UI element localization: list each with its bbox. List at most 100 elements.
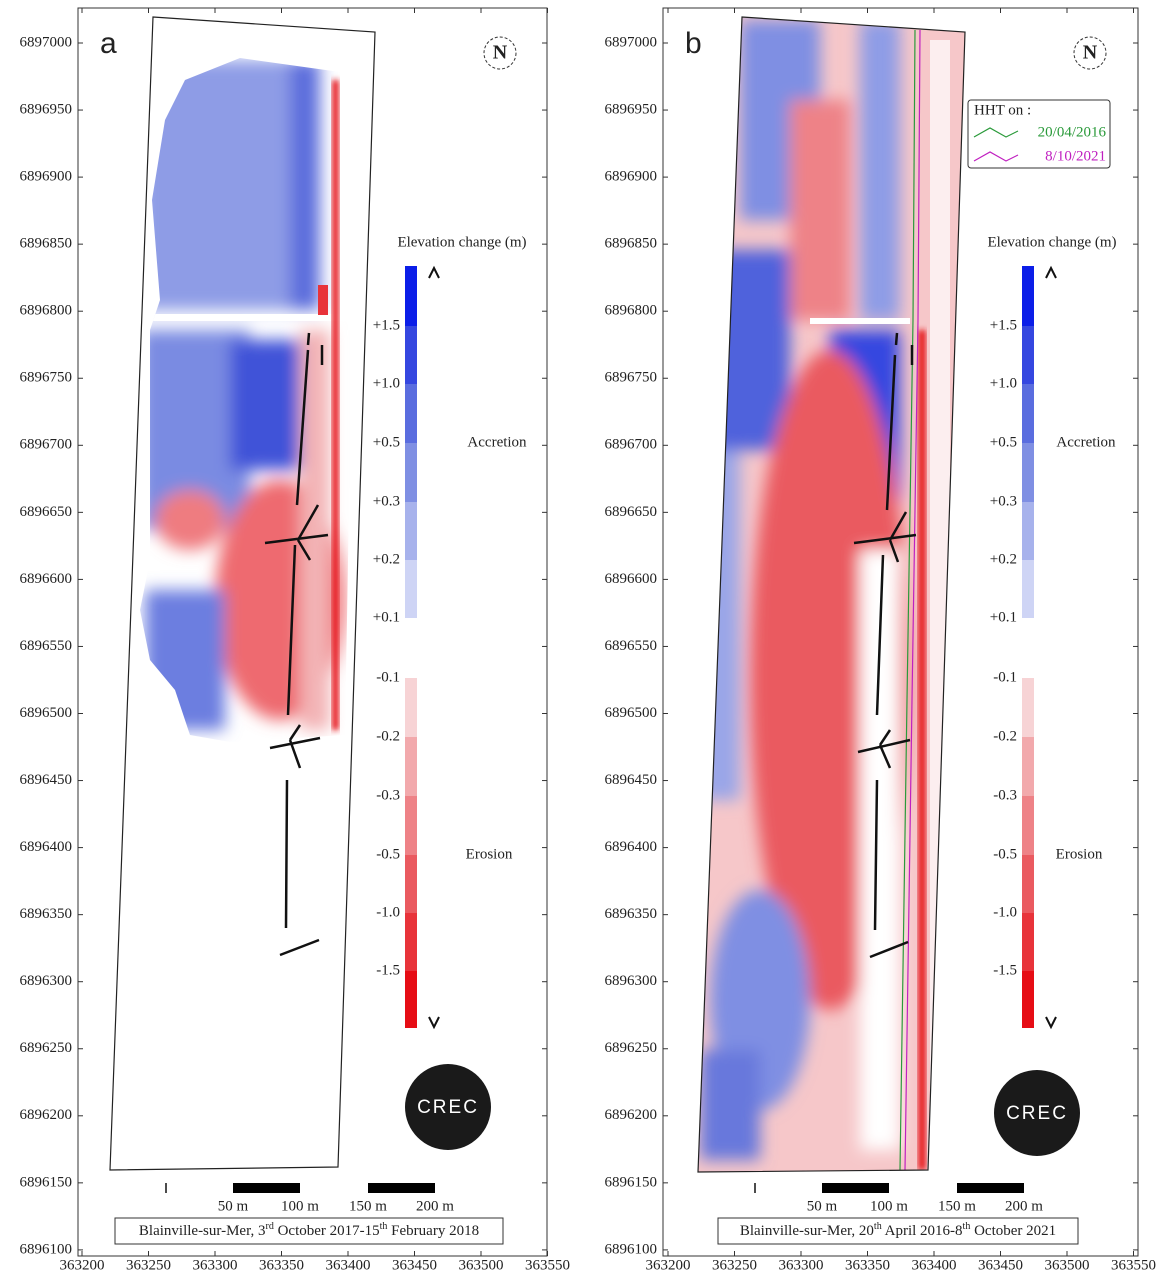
colorbar-arrow xyxy=(1046,268,1056,278)
logo-text: CREC xyxy=(417,1097,479,1118)
colorbar-segment xyxy=(405,502,417,560)
colorbar-title: Elevation change (m) xyxy=(397,234,526,250)
y-tick-label: 6896450 xyxy=(20,772,73,788)
scale-bar xyxy=(368,1183,435,1193)
y-tick-label: 6896600 xyxy=(20,571,73,587)
y-tick-label: 6896700 xyxy=(20,437,73,453)
y-tick-label: 6896850 xyxy=(605,236,658,252)
colorbar-segment xyxy=(1022,678,1034,737)
x-tick-label: 363450 xyxy=(978,1257,1023,1273)
scale-label: 50 m xyxy=(218,1198,249,1214)
scale-label: 100 m xyxy=(281,1198,319,1214)
y-tick-label: 6896300 xyxy=(20,973,73,989)
y-tick-label: 6896550 xyxy=(605,638,658,654)
figure: a 6896100 6896150 6896200 6896250 6896300 6896… xyxy=(0,0,1165,1276)
caption-part: th xyxy=(874,1221,882,1232)
y-tick-label: 6896950 xyxy=(605,101,658,117)
colorbar-label: +1.5 xyxy=(990,317,1017,333)
y-tick-label: 6896200 xyxy=(605,1107,658,1123)
y-tick-label: 6896450 xyxy=(605,772,658,788)
y-tick-label: 6896400 xyxy=(20,839,73,855)
colorbar-label: -0.1 xyxy=(993,669,1017,685)
colorbar-label: -0.3 xyxy=(993,787,1017,803)
erosion-label: Erosion xyxy=(466,846,513,862)
colorbar-arrow xyxy=(1046,1017,1056,1027)
y-tick-label: 6896100 xyxy=(605,1241,658,1257)
scale-label: 200 m xyxy=(416,1198,454,1214)
caption-part: October 2017-15 xyxy=(274,1223,380,1239)
elevation-map-a xyxy=(130,50,360,750)
colorbar-segment xyxy=(1022,737,1034,796)
colorbar-label: +0.3 xyxy=(373,493,400,509)
legend-entry: 20/04/2016 xyxy=(1038,124,1107,140)
panel-label: a xyxy=(100,27,117,60)
y-tick-label: 6896300 xyxy=(605,973,658,989)
x-tick-label: 363500 xyxy=(1045,1257,1090,1273)
panel-label: b xyxy=(685,27,702,60)
caption-part: October 2021 xyxy=(970,1223,1056,1239)
x-tick-label: 363250 xyxy=(126,1257,171,1273)
colorbar-segment xyxy=(1022,384,1034,443)
caption-part: April 2016-8 xyxy=(882,1223,963,1239)
colorbar-segment xyxy=(405,443,417,502)
colorbar-segment xyxy=(1022,502,1034,560)
colorbar-segment xyxy=(1022,913,1034,971)
x-tick-label: 363550 xyxy=(1111,1257,1156,1273)
caption: Blainville-sur-Mer, 3rd October 2017-15t… xyxy=(139,1221,479,1240)
y-tick-label: 6896150 xyxy=(605,1174,658,1190)
colorbar-segment xyxy=(1022,326,1034,384)
y-tick-label: 6896600 xyxy=(605,571,658,587)
x-tick-label: 363450 xyxy=(392,1257,437,1273)
y-tick-label: 6896500 xyxy=(605,705,658,721)
caption-part: Blainville-sur-Mer, 3 xyxy=(139,1223,266,1239)
colorbar-label: +0.5 xyxy=(990,434,1017,450)
accretion-label: Accretion xyxy=(467,434,527,450)
x-tick-label: 363200 xyxy=(646,1257,691,1273)
caption: Blainville-sur-Mer, 20th April 2016-8th … xyxy=(740,1221,1056,1240)
y-tick-label: 6897000 xyxy=(20,34,73,50)
colorbar-title: Elevation change (m) xyxy=(987,234,1116,250)
colorbar-segment xyxy=(1022,560,1034,618)
colorbar-label: -0.2 xyxy=(993,728,1017,744)
scale-label: 150 m xyxy=(349,1198,387,1214)
colorbar-label: +0.5 xyxy=(373,434,400,450)
colorbar-label: +1.0 xyxy=(373,375,400,391)
colorbar-label: +0.3 xyxy=(990,493,1017,509)
colorbar-label: +1.0 xyxy=(990,375,1017,391)
y-tick-label: 6896700 xyxy=(605,437,658,453)
colorbar-label: +0.2 xyxy=(373,551,400,567)
colorbar-label: -1.5 xyxy=(993,962,1017,978)
caption-part: rd xyxy=(265,1221,273,1232)
erosion-label: Erosion xyxy=(1056,846,1103,862)
x-tick-label: 363400 xyxy=(326,1257,371,1273)
colorbar-label: -0.5 xyxy=(993,846,1017,862)
y-tick-label: 6896800 xyxy=(605,303,658,319)
colorbar-label: +0.1 xyxy=(990,609,1017,625)
colorbar-label: -0.5 xyxy=(376,846,400,862)
colorbar-segment xyxy=(405,384,417,443)
y-tick-label: 6896350 xyxy=(605,906,658,922)
y-tick-label: 6896650 xyxy=(605,504,658,520)
y-tick-label: 6896200 xyxy=(20,1107,73,1123)
scale-label: 50 m xyxy=(807,1198,838,1214)
x-tick-label: 363500 xyxy=(459,1257,504,1273)
colorbar-label: -0.1 xyxy=(376,669,400,685)
x-tick-label: 363350 xyxy=(845,1257,890,1273)
colorbar-segment xyxy=(1022,971,1034,1028)
colorbar-segment xyxy=(1022,855,1034,913)
y-tick-label: 6896150 xyxy=(20,1174,73,1190)
colorbar-segment xyxy=(1022,266,1034,326)
x-tick-label: 363200 xyxy=(60,1257,105,1273)
colorbar-segment xyxy=(405,678,417,737)
x-tick-label: 363300 xyxy=(193,1257,238,1273)
colorbar-label: +0.1 xyxy=(373,609,400,625)
colorbar-segment xyxy=(405,618,417,678)
x-tick-label: 363400 xyxy=(912,1257,957,1273)
x-tick-label: 363550 xyxy=(525,1257,570,1273)
y-tick-label: 6896250 xyxy=(605,1040,658,1056)
accretion-label: Accretion xyxy=(1056,434,1116,450)
y-tick-label: 6896950 xyxy=(20,101,73,117)
colorbar-segment xyxy=(1022,443,1034,502)
colorbar-arrow xyxy=(429,268,439,278)
scale-bar xyxy=(957,1183,1024,1193)
